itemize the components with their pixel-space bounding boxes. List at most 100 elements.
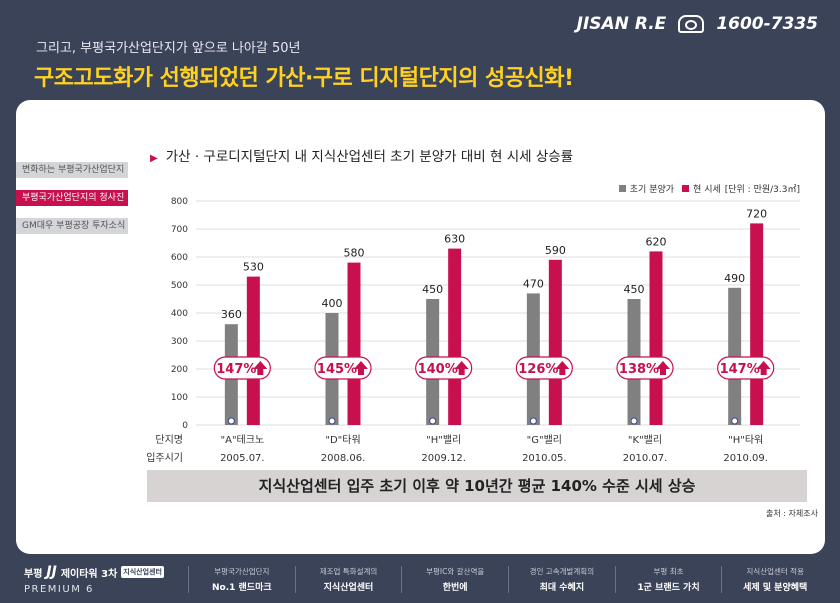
up-arrow-icon: [756, 361, 771, 375]
growth-label: 126%: [518, 362, 558, 377]
baseline-marker: [227, 417, 235, 425]
sidebar-item-changing[interactable]: 변화하는 부평국가산업단지: [16, 162, 128, 178]
sidebar-item-gm-investment[interactable]: GM대우 부평공장 투자소식: [16, 218, 128, 234]
x-category-label: "D"타워: [325, 433, 360, 446]
data-label-current: 720: [746, 207, 767, 220]
growth-badge: [415, 356, 473, 380]
footer-item-big: 한번에: [442, 583, 468, 593]
footer-logo-name: 제이타워 3차: [60, 568, 118, 580]
legend-label-current: 현 시세: [693, 185, 721, 195]
y-tick-label: 500: [171, 281, 188, 291]
bar-current-price: [548, 259, 562, 425]
footer-item-small: 지식산업센터 적용: [746, 567, 804, 576]
x-date-label: 2010.05.: [522, 453, 567, 464]
bar-current-price: [448, 248, 462, 425]
legend-swatch-initial: [618, 185, 626, 192]
growth-badge: [717, 356, 775, 380]
x-category-label: "G"밸리: [527, 434, 562, 446]
footer-item-small: 부평 최초: [653, 567, 684, 576]
source-note: 출처 : 자체조사: [766, 509, 818, 518]
brand-name: JISAN R.E: [576, 14, 667, 34]
y-tick-label: 800: [171, 197, 188, 207]
footer-logo-tag: 지식산업센터: [121, 566, 164, 578]
baseline-marker: [328, 417, 336, 425]
baseline-marker: [529, 417, 537, 425]
x-date-label: 2010.09.: [723, 453, 768, 464]
bar-current-price: [750, 223, 764, 425]
footer-items: 부평국가산업단지 No.1 랜드마크 제조업 특화설계의 지식산업센터 부평IC와 …: [188, 566, 828, 593]
x-category-label: "H"밸리: [426, 434, 461, 446]
data-label-current: 580: [344, 247, 365, 260]
bar-current-price: [246, 276, 260, 425]
x-date-label: 2005.07.: [220, 453, 265, 464]
x-category-label: "K"밸리: [628, 434, 662, 446]
summary-bar: 지식산업센터 입주 초기 이후 약 10년간 평균 140% 수준 시세 상승: [147, 470, 807, 502]
baseline-marker: [731, 417, 739, 425]
footer-item: 경인 고속개발계획의 최대 수혜지: [508, 566, 615, 593]
up-arrow-icon: [354, 361, 368, 375]
y-tick-label: 600: [171, 253, 188, 263]
row-label-name: 단지명: [155, 434, 183, 446]
y-tick-label: 300: [171, 337, 188, 347]
data-label-current: 590: [545, 244, 566, 257]
chart-title: ▶ 가산 · 구로디지털단지 내 지식산업센터 초기 분양가 대비 현 시세 상승…: [150, 145, 573, 165]
row-label-date: 입주시기: [146, 451, 183, 464]
bar-current-price: [649, 251, 663, 425]
data-label-initial: 400: [322, 297, 343, 310]
footer-item-big: No.1 랜드마크: [212, 583, 272, 593]
page-title: 구조고도화가 선행되었던 가산·구로 디지털단지의 성공신화!: [34, 66, 574, 91]
y-tick-label: 0: [182, 421, 188, 431]
up-arrow-icon: [555, 361, 570, 375]
growth-label: 147%: [216, 362, 256, 377]
footer-item: 부평 최초 1군 브랜드 가치: [614, 566, 722, 593]
footer-logo-area: 부평: [24, 568, 43, 580]
footer-item-small: 제조업 특화설계의: [319, 567, 378, 576]
legend-swatch-current: [682, 185, 690, 192]
x-category-label: "A"테크노: [221, 434, 265, 446]
footer-item-small: 부평IC와 갈산역을: [426, 567, 485, 576]
data-label-current: 620: [646, 235, 667, 248]
data-label-current: 530: [243, 261, 264, 274]
bar-current-price: [347, 262, 361, 425]
x-category-label: "H"타워: [728, 433, 763, 446]
growth-label: 140%: [418, 362, 458, 377]
legend: 초기 분양가 현 시세 [단위 : 만원/3.3㎡]: [618, 182, 800, 195]
data-label-initial: 450: [624, 283, 645, 296]
up-arrow-icon: [454, 361, 469, 375]
footer-item: 부평국가산업단지 No.1 랜드마크: [188, 566, 295, 593]
legend-label-initial: 초기 분양가: [629, 185, 675, 195]
footer-logo-sub: PREMIUM 6: [24, 584, 94, 595]
footer-logo-row: 부평 JJ 제이타워 3차 지식산업센터: [24, 564, 164, 580]
baseline-marker: [429, 417, 437, 425]
growth-label: 138%: [619, 362, 659, 377]
footer-logo: 부평 JJ 제이타워 3차 지식산업센터 PREMIUM 6: [24, 564, 164, 595]
header-subtitle: 그리고, 부평국가산업단지가 앞으로 나아갈 50년: [36, 41, 301, 56]
y-tick-label: 400: [171, 309, 188, 319]
sidebar-item-blueprint[interactable]: 부평국가산업단지의 청사진: [16, 190, 128, 206]
footer-item-big: 세제 및 분양혜택: [743, 583, 808, 593]
legend-unit: [단위 : 만원/3.3㎡]: [724, 185, 800, 195]
data-label-initial: 360: [221, 308, 242, 321]
footer-item: 제조업 특화설계의 지식산업센터: [294, 566, 402, 593]
data-label-initial: 470: [523, 277, 544, 290]
up-arrow-icon: [253, 361, 268, 375]
x-date-label: 2009.12.: [421, 453, 466, 464]
up-arrow-icon: [656, 361, 670, 375]
footer-item-big: 1군 브랜드 가치: [637, 583, 700, 593]
phone-icon: [678, 15, 705, 33]
baseline-marker: [630, 417, 638, 425]
growth-badge: [616, 356, 674, 380]
footer-item-small: 경인 고속개발계획의: [529, 567, 595, 576]
data-label-initial: 490: [724, 272, 745, 285]
growth-label: 147%: [720, 362, 760, 377]
chart-title-text: 가산 · 구로디지털단지 내 지식산업센터 초기 분양가 대비 현 시세 상승률: [165, 149, 574, 165]
growth-badge: [213, 356, 271, 380]
x-date-label: 2008.06.: [321, 453, 366, 464]
logo-mark-icon: JJ: [46, 564, 57, 580]
data-label-current: 630: [444, 233, 465, 246]
phone-number[interactable]: 1600-7335: [716, 14, 818, 34]
triangle-icon: ▶: [150, 153, 158, 164]
